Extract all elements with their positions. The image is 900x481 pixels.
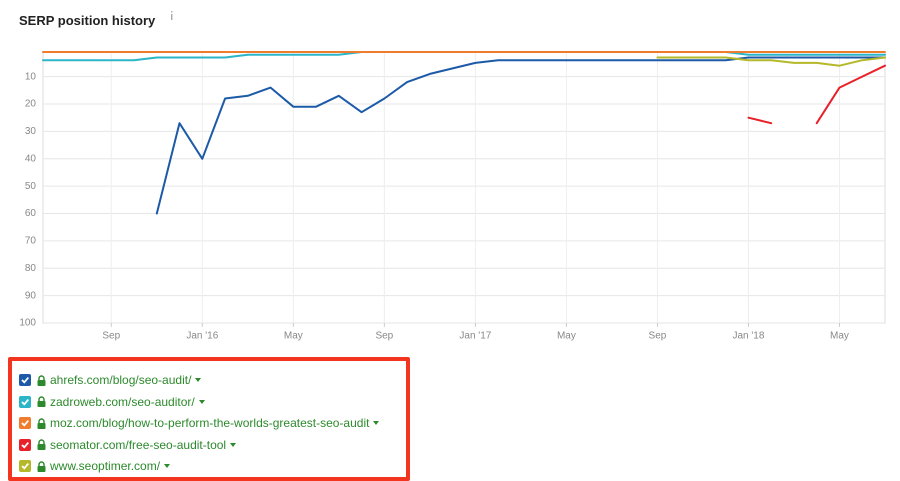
x-tick-label: Jan '16: [186, 331, 218, 342]
x-tick-label: Jan '17: [459, 331, 491, 342]
y-tick-label: 90: [25, 290, 37, 301]
chart: 10 20 30 40 50 60 70 80 90 100 Sep Jan '16 May Sep Jan…: [19, 51, 886, 342]
legend-item[interactable]: zadroweb.com/seo-auditor/: [19, 394, 208, 410]
y-tick-label: 70: [25, 236, 37, 247]
checkbox[interactable]: [19, 395, 31, 408]
legend: ahrefs.com/blog/seo-audit/zadroweb.com/s…: [8, 357, 410, 481]
x-tick-label: Sep: [102, 331, 120, 342]
checkbox[interactable]: [19, 374, 31, 386]
legend-label[interactable]: seomator.com/free-seo-audit-tool: [50, 437, 227, 452]
dropdown-arrow[interactable]: [163, 462, 173, 470]
y-tick-label: 30: [25, 126, 37, 137]
x-tick-label: May: [830, 331, 849, 342]
plot-area: [42, 51, 886, 324]
checkbox[interactable]: [19, 438, 31, 451]
y-tick-label: 40: [25, 153, 37, 164]
legend-item[interactable]: ahrefs.com/blog/seo-audit/: [19, 372, 204, 388]
lock-icon: [37, 439, 46, 450]
dropdown-arrow[interactable]: [372, 419, 382, 427]
legend-item[interactable]: seomator.com/free-seo-audit-tool: [19, 437, 239, 453]
dropdown-arrow[interactable]: [194, 376, 204, 384]
legend-label[interactable]: moz.com/blog/how-to-perform-the-worlds-g…: [50, 416, 370, 430]
y-tick-label: 10: [25, 71, 37, 82]
chart-title: SERP position history: [19, 13, 156, 28]
lock-icon: [37, 417, 46, 429]
x-tick-label: Sep: [375, 331, 393, 342]
checkbox[interactable]: [19, 460, 31, 472]
legend-item[interactable]: moz.com/blog/how-to-perform-the-worlds-g…: [19, 415, 382, 431]
lock-icon: [37, 396, 46, 407]
check: [21, 441, 29, 449]
check: [21, 398, 29, 406]
y-tick-label: 100: [19, 318, 36, 329]
legend-label[interactable]: www.seoptimer.com/: [50, 459, 161, 473]
legend-label[interactable]: ahrefs.com/blog/seo-audit/: [50, 373, 192, 387]
x-tick-label: May: [557, 331, 576, 342]
legend-label[interactable]: zadroweb.com/seo-auditor/: [50, 394, 195, 409]
dropdown-arrow[interactable]: [229, 441, 239, 449]
checkbox[interactable]: [19, 417, 31, 429]
check: [21, 463, 29, 470]
lock-icon: [37, 460, 46, 472]
check: [21, 377, 29, 384]
check: [21, 420, 29, 427]
series-line: [155, 56, 886, 215]
y-tick-label: 20: [25, 99, 37, 110]
x-tick-label: Sep: [649, 331, 667, 342]
legend-item[interactable]: www.seoptimer.com/: [19, 458, 173, 474]
y-tick-label: 50: [25, 181, 37, 192]
x-tick-label: May: [284, 331, 303, 342]
dropdown-arrow[interactable]: [198, 398, 208, 406]
info-icon[interactable]: [169, 11, 175, 21]
x-tick-label: Jan '18: [732, 331, 764, 342]
lock-icon: [37, 374, 46, 386]
series-line: [656, 56, 886, 67]
y-tick-label: 80: [25, 263, 37, 274]
series-line: [747, 64, 886, 125]
y-tick-label: 60: [25, 208, 37, 219]
